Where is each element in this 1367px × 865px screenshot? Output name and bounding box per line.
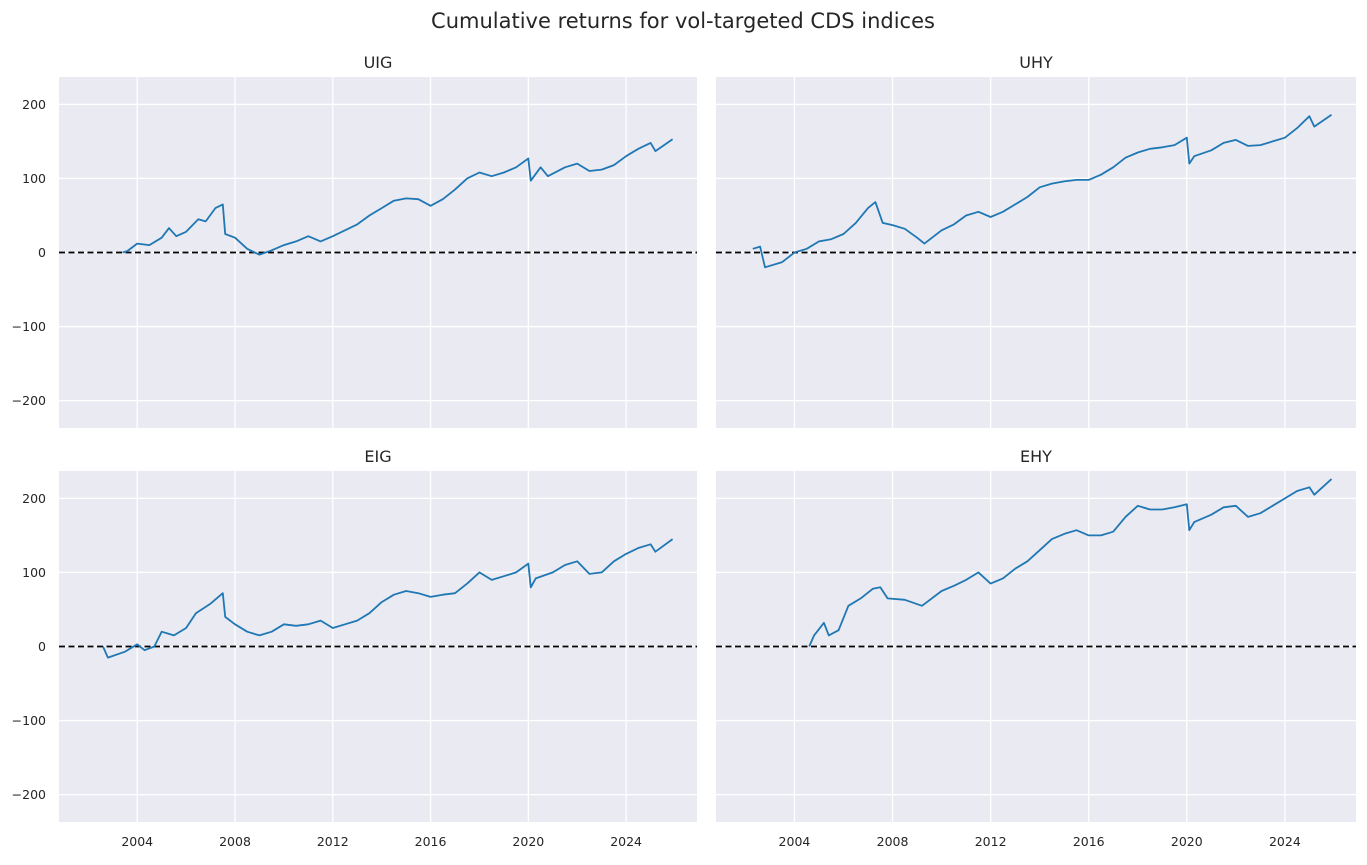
y-tick-label: −200 <box>12 787 46 802</box>
x-tick-label: 2024 <box>610 834 642 849</box>
y-tick-label: 0 <box>38 639 46 654</box>
panel-uig: −200 −100 0 100 200 UIG <box>12 53 697 428</box>
panel-title: EHY <box>1020 447 1052 466</box>
y-tick-label: −100 <box>12 713 46 728</box>
panel-ehy: 2004 2008 2012 2016 2020 2024 EHY <box>716 447 1356 849</box>
x-tick-label: 2016 <box>1073 834 1105 849</box>
panel-eig: 2004 2008 2012 2016 2020 2024 −200 −100 0 100 200 E… <box>12 447 697 849</box>
x-tick-label: 2012 <box>317 834 349 849</box>
y-tick-label: 0 <box>38 245 46 260</box>
series-line-uhy <box>752 114 1333 269</box>
series-line-ehy <box>808 478 1333 647</box>
y-tick-label: 100 <box>22 171 46 186</box>
x-tick-label: 2012 <box>975 834 1007 849</box>
x-tick-label: 2004 <box>779 834 811 849</box>
y-tick-label: 200 <box>22 491 46 506</box>
panel-title: EIG <box>364 447 391 466</box>
x-tick-label: 2020 <box>512 834 544 849</box>
y-tick-label: −200 <box>12 393 46 408</box>
figure-title: Cumulative returns for vol-targeted CDS … <box>431 9 935 33</box>
x-tick-label: 2020 <box>1171 834 1203 849</box>
y-tick-label: 100 <box>22 565 46 580</box>
x-tick-label: 2008 <box>219 834 251 849</box>
panel-title: UIG <box>364 53 393 72</box>
x-tick-label: 2004 <box>121 834 153 849</box>
y-tick-label: 200 <box>22 97 46 112</box>
x-tick-label: 2024 <box>1269 834 1301 849</box>
series-line-eig <box>102 538 674 659</box>
x-tick-label: 2016 <box>415 834 447 849</box>
series-line-uig <box>122 138 674 256</box>
x-tick-label: 2008 <box>877 834 909 849</box>
panel-uhy: UHY <box>716 53 1356 428</box>
panel-title: UHY <box>1019 53 1053 72</box>
y-tick-label: −100 <box>12 319 46 334</box>
